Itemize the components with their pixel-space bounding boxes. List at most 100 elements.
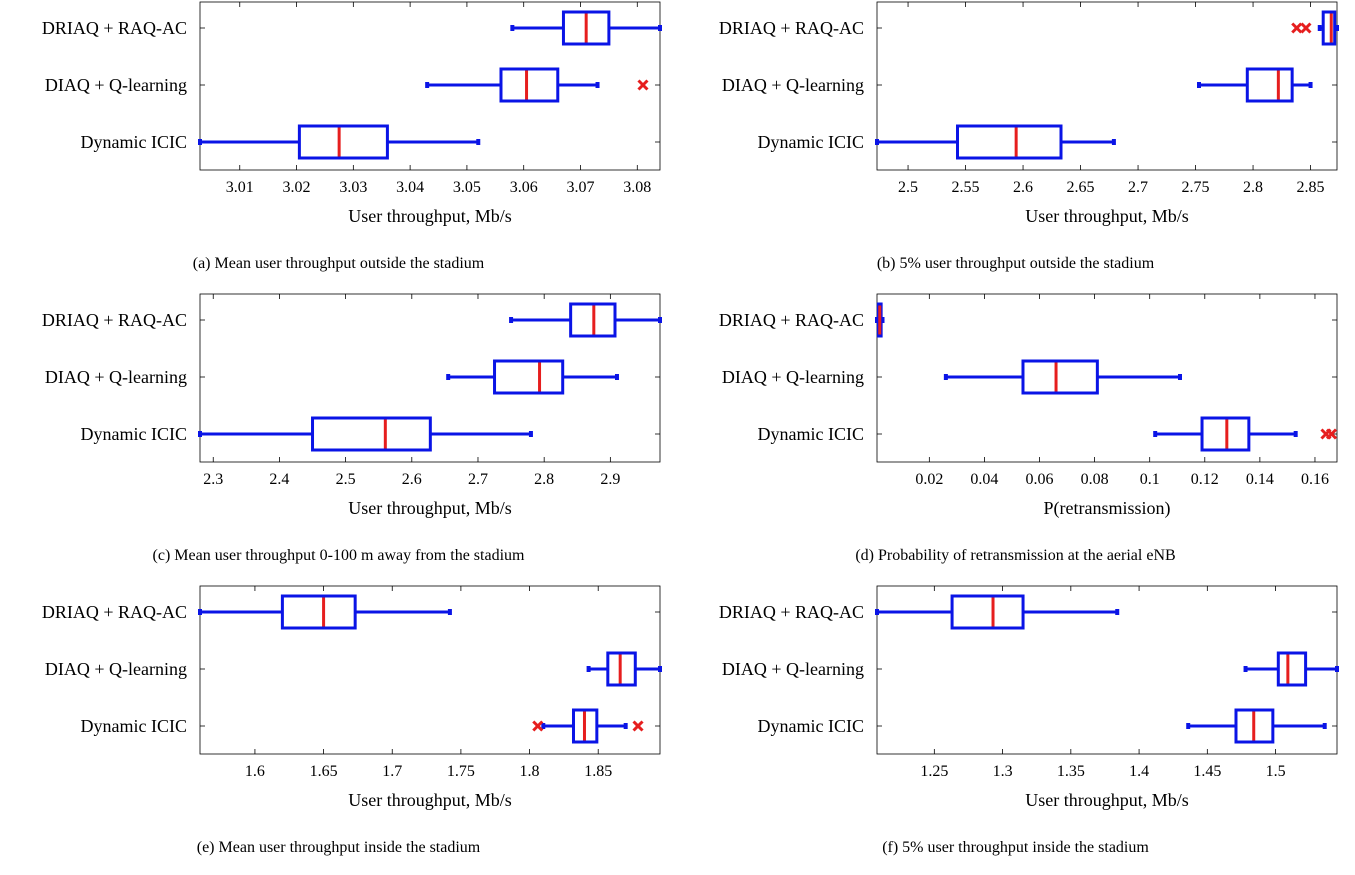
x-tick-label: 0.06 [1026,471,1054,488]
x-tick-label: 0.16 [1301,471,1329,488]
box-group [586,651,662,687]
x-tick-label: 1.35 [1057,763,1085,780]
x-tick-label: 1.8 [520,763,540,780]
box-group [425,67,649,103]
iqr-box [311,416,432,452]
x-tick-label: 0.08 [1081,471,1109,488]
category-label: DIAQ + Q-learning [722,367,864,387]
x-tick-label: 1.65 [310,763,338,780]
box-group [1197,67,1313,103]
box-group [875,302,885,338]
x-tick-label: 2.5 [336,471,356,488]
x-tick-label: 3.04 [396,179,424,196]
iqr-box [499,67,560,103]
x-tick-label: 1.25 [920,763,948,780]
category-label: DIAQ + Q-learning [722,659,864,679]
x-tick-label: 0.14 [1246,471,1274,488]
category-label: DIAQ + Q-learning [722,75,864,95]
chart-panel: 0.02 0.04 0.06 0.08 0.1 0.12 0.14 0.16 DRIAQ + R… [677,292,1354,582]
iqr-box [1021,359,1099,395]
x-axis-label: P(retransmission) [1044,498,1171,519]
category-label: DIAQ + Q-learning [45,367,187,387]
x-tick-label: 2.7 [468,471,488,488]
boxplot-svg: 2.5 2.55 2.6 2.65 2.7 2.75 2.8 2.85 DRIAQ + RAQ-… [719,1,1339,226]
box-group [532,708,644,744]
box-group [198,416,533,452]
x-tick-label: 0.02 [915,471,943,488]
iqr-box [280,594,357,630]
category-label: Dynamic ICIC [81,132,187,152]
box-group [1291,10,1339,46]
box-group [1243,651,1339,687]
x-tick-label: 0.04 [970,471,998,488]
x-tick-label: 3.02 [283,179,311,196]
category-label: Dynamic ICIC [758,424,864,444]
outlier-marker [532,720,544,732]
category-label: DRIAQ + RAQ-AC [719,18,864,38]
boxplot-svg: 1.6 1.65 1.7 1.75 1.8 1.85 DRIAQ + RAQ-AC DIAQ … [42,585,662,810]
box-group [1153,416,1338,452]
boxplot-svg: 1.25 1.3 1.35 1.4 1.45 1.5 DRIAQ + RAQ-AC DIAQ … [719,585,1339,810]
iqr-box [1321,10,1337,46]
panel-caption: (e) Mean user throughput inside the stad… [196,839,481,856]
x-tick-label: 2.5 [898,179,918,196]
panel-caption: (f) 5% user throughput inside the stadiu… [882,839,1149,856]
panel-caption: (c) Mean user throughput 0-100 m away fr… [152,547,525,564]
x-tick-label: 3.03 [339,179,367,196]
x-axis-label: User throughput, Mb/s [1025,790,1189,810]
category-label: DRIAQ + RAQ-AC [719,602,864,622]
x-tick-label: 1.3 [993,763,1013,780]
chart-panel: 2.3 2.4 2.5 2.6 2.7 2.8 2.9 DRIAQ + RAQ-AC DIAQ … [0,292,677,582]
outlier-marker [1291,22,1303,34]
x-tick-label: 1.7 [382,763,402,780]
x-tick-label: 3.07 [566,179,594,196]
x-tick-label: 2.8 [534,471,554,488]
category-label: DIAQ + Q-learning [45,75,187,95]
x-tick-label: 3.06 [510,179,538,196]
x-tick-label: 2.55 [952,179,980,196]
x-tick-label: 0.1 [1140,471,1160,488]
boxplot-svg: 2.3 2.4 2.5 2.6 2.7 2.8 2.9 DRIAQ + RAQ-AC DIAQ … [42,293,662,518]
boxplot-svg: 0.02 0.04 0.06 0.08 0.1 0.12 0.14 0.16 DRIAQ + R… [719,293,1338,519]
box-group [198,124,481,160]
plot-frame [876,293,1338,463]
x-tick-label: 0.12 [1191,471,1219,488]
box-group [1186,708,1327,744]
plot-frame [199,1,661,171]
plot-frame [199,293,661,463]
x-tick-label: 2.9 [600,471,620,488]
outlier-marker [637,79,649,91]
chart-panel: 1.25 1.3 1.35 1.4 1.45 1.5 DRIAQ + RAQ-AC DIAQ … [677,584,1354,874]
x-tick-label: 1.5 [1266,763,1286,780]
plot-frame [876,1,1338,171]
box-group [875,594,1120,630]
x-tick-label: 2.65 [1067,179,1095,196]
x-tick-label: 3.01 [226,179,254,196]
iqr-box [950,594,1025,630]
category-label: DRIAQ + RAQ-AC [719,310,864,330]
iqr-box [1276,651,1308,687]
category-label: Dynamic ICIC [758,132,864,152]
outlier-marker [1325,428,1338,440]
iqr-box [1245,67,1294,103]
box-group [446,359,619,395]
x-tick-label: 2.75 [1182,179,1210,196]
chart-panel: 2.5 2.55 2.6 2.65 2.7 2.75 2.8 2.85 DRIAQ + RAQ-… [677,0,1354,290]
category-label: Dynamic ICIC [758,716,864,736]
box-group [943,359,1182,395]
boxplot-svg: 3.01 3.02 3.03 3.04 3.05 3.06 3.07 3.08 DRIAQ + … [42,1,662,226]
category-label: DRIAQ + RAQ-AC [42,602,187,622]
x-tick-label: 1.75 [447,763,475,780]
x-tick-label: 2.6 [1013,179,1033,196]
x-tick-label: 2.7 [1128,179,1148,196]
category-label: DRIAQ + RAQ-AC [42,18,187,38]
x-tick-label: 3.08 [623,179,651,196]
x-axis-label: User throughput, Mb/s [1025,206,1189,226]
x-axis-label: User throughput, Mb/s [348,206,512,226]
box-group [509,302,662,338]
x-tick-label: 1.45 [1193,763,1221,780]
x-tick-label: 1.85 [584,763,612,780]
x-tick-label: 3.05 [453,179,481,196]
outlier-marker [1300,22,1312,34]
